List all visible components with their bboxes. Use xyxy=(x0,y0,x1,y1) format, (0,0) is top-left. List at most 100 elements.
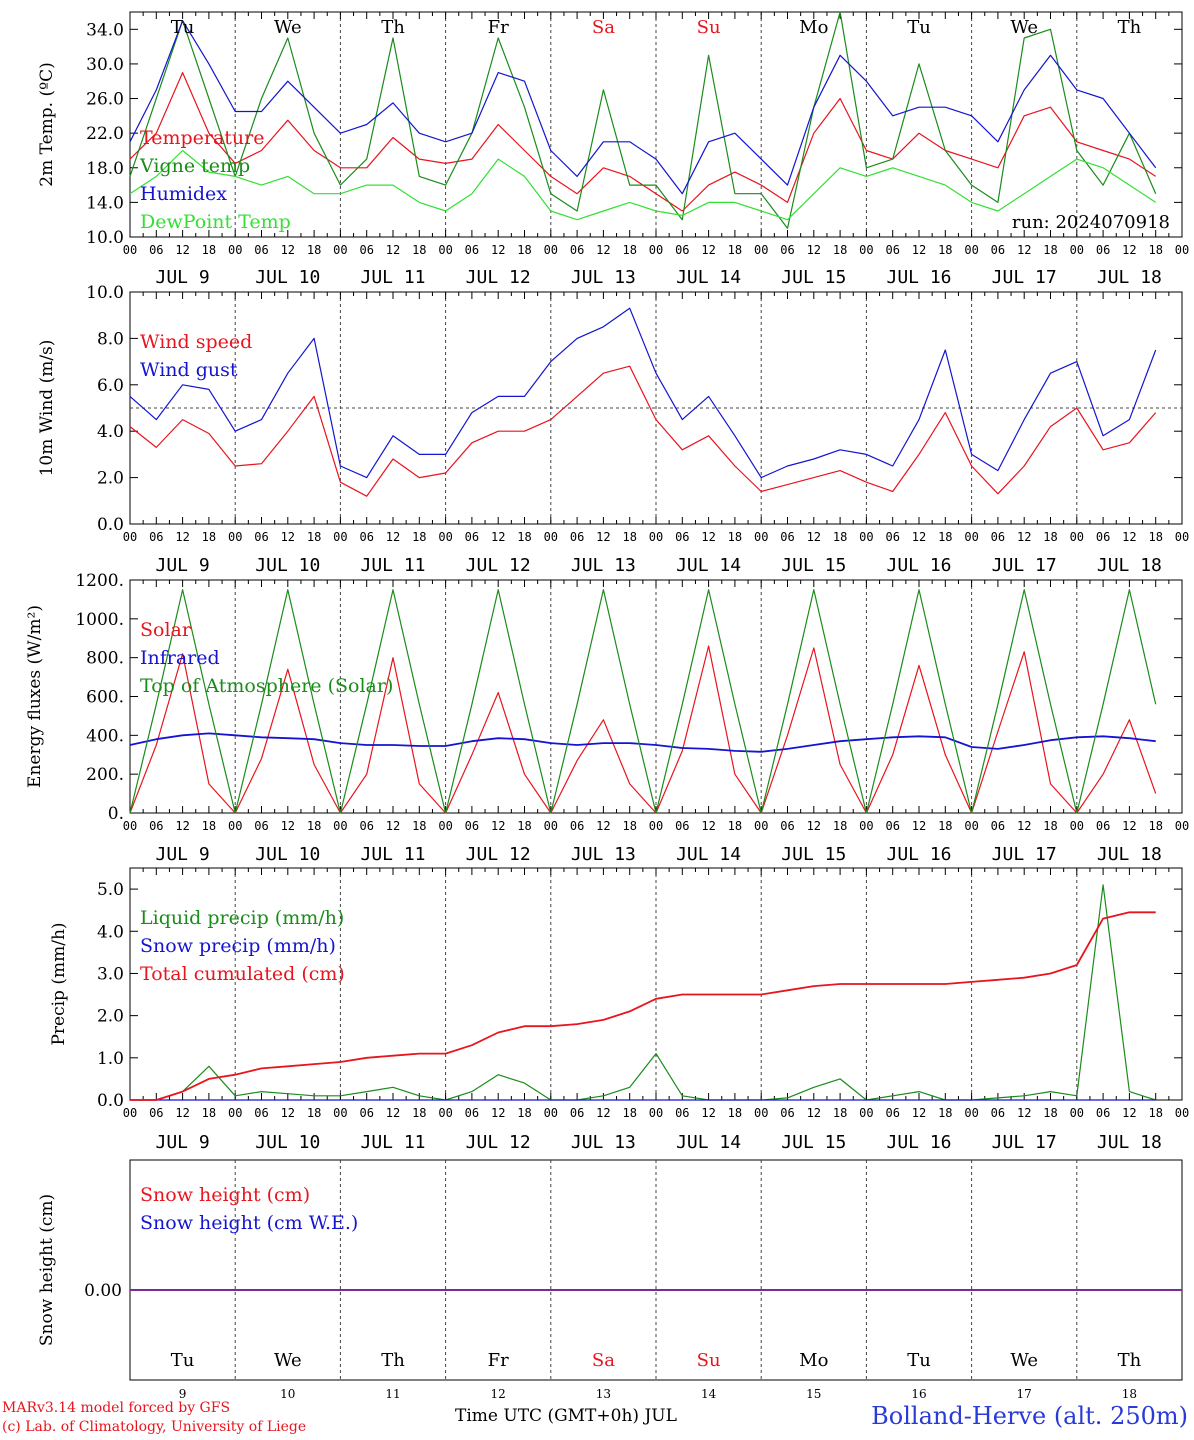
panel-4-hour-label: 00 xyxy=(1070,1106,1084,1120)
panel-4-hour-label: 12 xyxy=(701,1106,715,1120)
panel-4-date-label: JUL 10 xyxy=(255,1132,320,1153)
panel-3-date-label: JUL 10 xyxy=(255,844,320,865)
panel-3-hour-label: 00 xyxy=(438,819,452,833)
panel-4-hour-label: 00 xyxy=(964,1106,978,1120)
panel-4-hour-label: 18 xyxy=(622,1106,636,1120)
panel-3-y-tick-label: 800. xyxy=(86,649,124,669)
panel-1-hour-label: 18 xyxy=(412,243,426,257)
panel-1-hour-label: 18 xyxy=(728,243,742,257)
series-temperature xyxy=(129,71,1157,212)
panel-4-date-label: JUL 11 xyxy=(360,1132,425,1153)
legend-solar: Solar xyxy=(140,619,192,641)
panel-3-hour-label: 18 xyxy=(307,819,321,833)
panel-1-date-label: JUL 9 xyxy=(156,267,210,288)
panel-2-hour-label: 12 xyxy=(175,530,189,544)
weekday-bottom-label: Fr xyxy=(488,1350,509,1371)
panel-1-hour-label: 06 xyxy=(254,243,268,257)
panel-2-hour-label: 06 xyxy=(359,530,373,544)
panel-2-hour-label: 00 xyxy=(333,530,347,544)
panel-1-date-label: JUL 18 xyxy=(1097,267,1162,288)
panel-1-date-label: JUL 16 xyxy=(886,267,951,288)
panel-2-y-label: 10m Wind (m/s) xyxy=(37,340,57,477)
panel-2-hour-label: 06 xyxy=(254,530,268,544)
panel-2-hour-label: 18 xyxy=(833,530,847,544)
panel-2-hour-label: 12 xyxy=(281,530,295,544)
day-number-label: 14 xyxy=(701,1387,717,1401)
panel-3-hour-label: 12 xyxy=(281,819,295,833)
panel-3-hour-label: 12 xyxy=(491,819,505,833)
panel-1-hour-label: 18 xyxy=(622,243,636,257)
panel-1-hour-label: 12 xyxy=(1122,243,1136,257)
panel-4-hour-label: 18 xyxy=(202,1106,216,1120)
panel-3-hour-label: 18 xyxy=(1043,819,1057,833)
panel-3-hour-label: 06 xyxy=(675,819,689,833)
panel-4-hour-label: 00 xyxy=(649,1106,663,1120)
panel-1-date-label: JUL 11 xyxy=(360,267,425,288)
panel-3-hour-label: 18 xyxy=(412,819,426,833)
panel-3-date-label: JUL 16 xyxy=(886,844,951,865)
panel-1-hour-label: 00 xyxy=(859,243,873,257)
panel-4-y-tick-label: 5.0 xyxy=(97,880,124,900)
panel-2-hour-label: 00 xyxy=(754,530,768,544)
panel-1-hour-label: 06 xyxy=(359,243,373,257)
panel-2-y-tick-label: 2.0 xyxy=(97,469,124,489)
panel-4-hour-label: 12 xyxy=(1017,1106,1031,1120)
panel-3-hour-label: 06 xyxy=(254,819,268,833)
panel-1-hour-label: 00 xyxy=(544,243,558,257)
panel-2-hour-label: 00 xyxy=(544,530,558,544)
panel-2-date-label: JUL 16 xyxy=(886,555,951,576)
day-number-label: 11 xyxy=(385,1387,400,1401)
panel-1-date-label: JUL 12 xyxy=(466,267,531,288)
panel-4-hour-label: 00 xyxy=(544,1106,558,1120)
series-humidex xyxy=(129,20,1157,195)
panel-4-hour-label: 12 xyxy=(386,1106,400,1120)
series-wind-gust xyxy=(129,307,1157,479)
panel-3-date-label: JUL 18 xyxy=(1097,844,1162,865)
panel-4-y-tick-label: 1.0 xyxy=(97,1049,124,1069)
weekday-bottom-label: Mo xyxy=(799,1350,828,1371)
panel-3-y-tick-label: 600. xyxy=(86,688,124,708)
panel-1-hour-label: 06 xyxy=(991,243,1005,257)
panel-1-hour-label: 12 xyxy=(175,243,189,257)
panel-1-hour-label: 12 xyxy=(912,243,926,257)
panel-2-hour-label: 00 xyxy=(649,530,663,544)
day-number-label: 13 xyxy=(596,1387,611,1401)
legend-humidex: Humidex xyxy=(140,183,227,205)
weekday-top-label: We xyxy=(274,17,302,38)
weekday-top-label: Th xyxy=(1118,17,1142,38)
weekday-top-label: Su xyxy=(697,17,721,38)
panel-1-date-label: JUL 15 xyxy=(781,267,846,288)
panel-3-y-tick-label: 400. xyxy=(86,726,124,746)
legend-snow-height-cm-w-e-: Snow height (cm W.E.) xyxy=(140,1212,358,1234)
day-number-label: 9 xyxy=(179,1387,187,1401)
panel-3-date-label: JUL 14 xyxy=(676,844,741,865)
panel-2-hour-label: 00 xyxy=(1070,530,1084,544)
panel-2-hour-label: 12 xyxy=(596,530,610,544)
panel-2-hour-label: 18 xyxy=(202,530,216,544)
panel-5-y-tick-label: 0.00 xyxy=(84,1281,122,1301)
panel-2-y-tick-label: 8.0 xyxy=(97,329,124,349)
panel-4-hour-label: 06 xyxy=(149,1106,163,1120)
panel-4-hour-label: 18 xyxy=(517,1106,531,1120)
panel-3-hour-label: 00 xyxy=(754,819,768,833)
weekday-top-label: Th xyxy=(381,17,405,38)
weekday-top-label: Fr xyxy=(488,17,509,38)
panel-1-y-tick-label: 22.0 xyxy=(86,124,124,144)
panel-1-y-label: 2m Temp. (ºC) xyxy=(37,62,57,187)
panel-3-hour-label: 06 xyxy=(1096,819,1110,833)
panel-2-hour-label: 18 xyxy=(1148,530,1162,544)
panel-2-date-label: JUL 17 xyxy=(992,555,1057,576)
weekday-top-label: Tu xyxy=(907,17,931,38)
panel-1-hour-label: 00 xyxy=(754,243,768,257)
panel-3-hour-label: 18 xyxy=(202,819,216,833)
legend-dewpoint-temp: DewPoint Temp xyxy=(140,211,291,233)
panel-3-hour-label: 12 xyxy=(807,819,821,833)
panel-3-hour-label: 00 xyxy=(859,819,873,833)
panel-1-hour-label: 00 xyxy=(649,243,663,257)
legend-vigne-temp: Vigne temp xyxy=(139,155,250,177)
panel-1-hour-label: 00 xyxy=(964,243,978,257)
panel-2-date-label: JUL 13 xyxy=(571,555,636,576)
panel-1-hour-label: 12 xyxy=(491,243,505,257)
